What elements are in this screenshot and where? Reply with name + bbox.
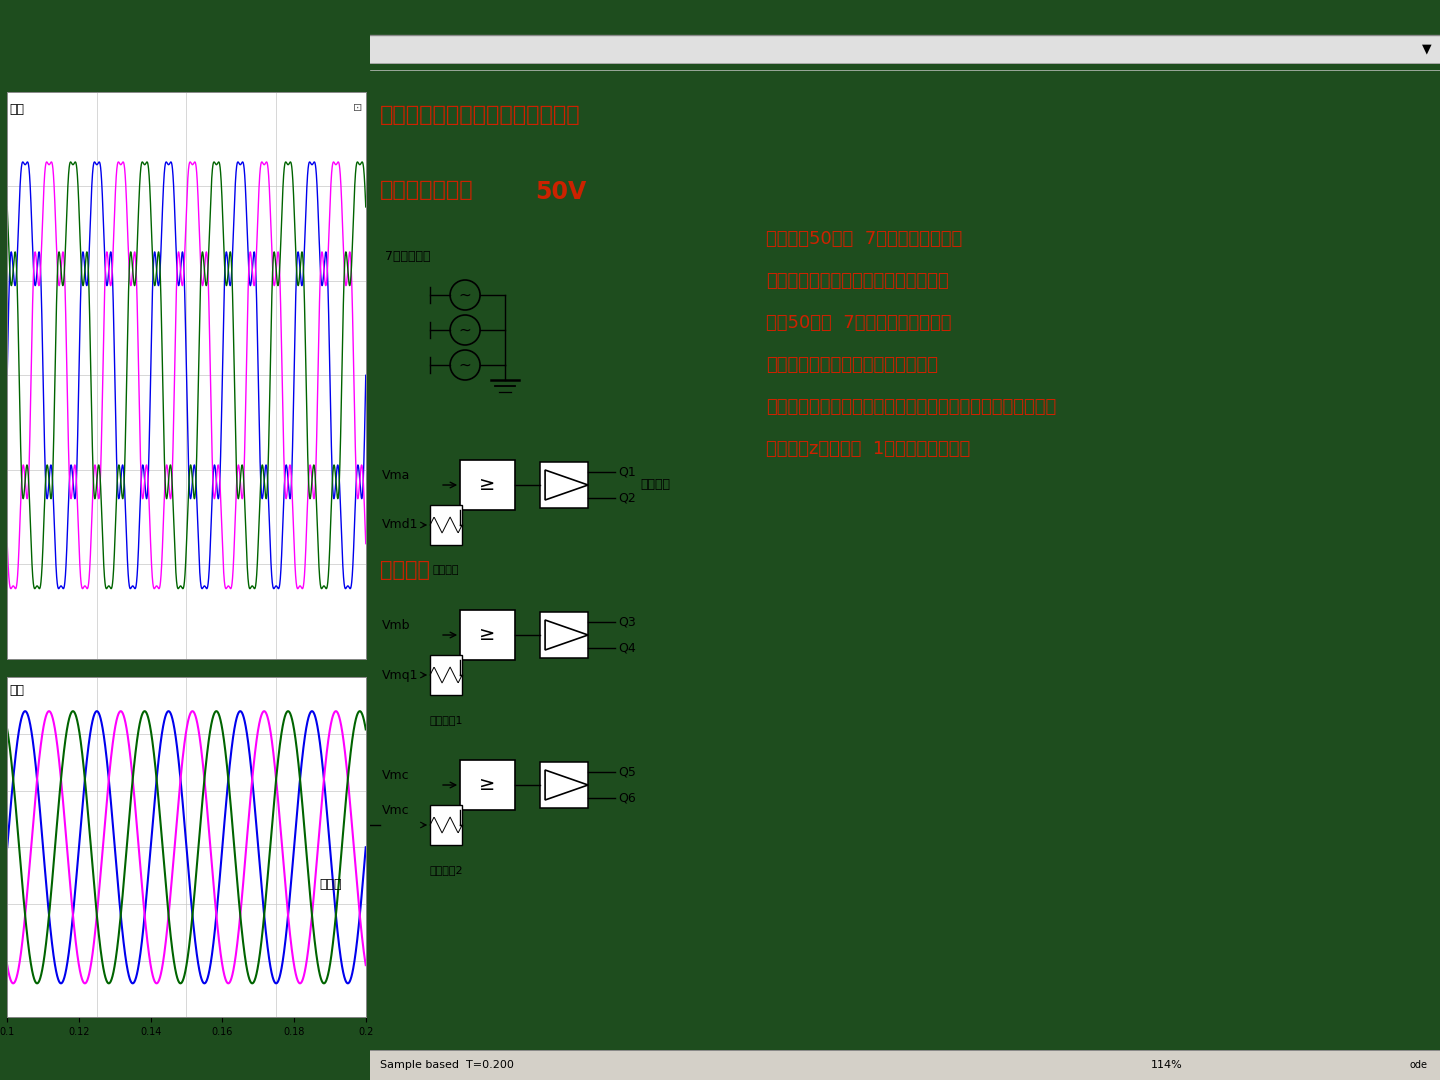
Text: 示波器: 示波器 [320,878,343,891]
Bar [370,1050,1440,1080]
Bar [431,654,462,696]
Text: 近似处理: 近似处理 [380,561,431,580]
Text: ≥: ≥ [480,775,495,795]
Text: Q4: Q4 [618,642,636,654]
Bar [461,760,516,810]
Bar [431,805,462,845]
Text: Q1: Q1 [618,465,636,478]
Text: 仿真波形可以看到并网电流质量较差，: 仿真波形可以看到并网电流质量较差， [766,272,949,291]
Bar [461,460,516,510]
Bar [540,462,588,508]
Text: Q2: Q2 [618,491,636,504]
Text: 三角载波1: 三角载波1 [429,715,462,725]
Text: ~: ~ [459,287,471,302]
Text: ~: ~ [459,323,471,337]
Text: ▼: ▼ [1423,42,1431,55]
Bar [310,762,351,862]
Text: 皆波，幅値均为: 皆波，幅値均为 [380,180,474,200]
Text: Vma: Vma [382,469,410,482]
Text: 由于仿真模型搞建较为复杂，后续将给出相应的坐标变换矩阵: 由于仿真模型搞建较为复杂，后续将给出相应的坐标变换矩阵 [766,399,1056,416]
Text: 电流: 电流 [9,684,24,697]
Text: ⊡: ⊡ [353,104,363,113]
Text: ode: ode [1410,1059,1428,1070]
Bar [370,0,1440,35]
Text: Vmc: Vmc [382,804,410,816]
Bar [540,612,588,658]
Bar [540,762,588,808]
Text: 互补导通: 互补导通 [639,478,670,491]
Text: 仿真波形可以看到并网电流质量较好: 仿真波形可以看到并网电流质量较好 [766,356,937,374]
Text: Q6: Q6 [618,792,636,805]
Text: Q5: Q5 [618,766,636,779]
Text: Sample based  T=0.200: Sample based T=0.200 [380,1059,514,1070]
Text: 电压: 电压 [9,104,24,117]
Text: 三角载波2: 三角载波2 [429,865,462,875]
Bar [431,505,462,545]
Text: Q3: Q3 [618,616,636,629]
Text: ~: ~ [459,357,471,373]
Bar [461,610,516,660]
Text: Vmq1: Vmq1 [382,669,419,681]
Bar [305,750,357,870]
Text: 50V: 50V [536,180,586,204]
Text: 引児50次和 7次旋转坐标系控制，: 引児50次和 7次旋转坐标系控制， [766,314,952,332]
Text: 7次正序谐波: 7次正序谐波 [384,249,431,264]
Text: Vmb: Vmb [382,619,410,632]
Text: 若未引入50次和 7次旋转坐标系控制: 若未引入50次和 7次旋转坐标系控制 [766,230,962,248]
Text: Vmd1: Vmd1 [382,518,419,531]
Text: ≥: ≥ [480,475,495,495]
Text: 114%: 114% [1151,1059,1182,1070]
Text: 型，后续将会给出相关的理论推导: 型，后续将会给出相关的理论推导 [380,105,580,125]
Bar [370,35,1440,63]
Text: 三角载波: 三角载波 [433,565,459,575]
Text: ≥: ≥ [480,625,495,645]
Text: Vmc: Vmc [382,769,410,782]
Text: 以及采用z函数延时 1拍造成的不良影响: 以及采用z函数延时 1拍造成的不良影响 [766,440,971,458]
